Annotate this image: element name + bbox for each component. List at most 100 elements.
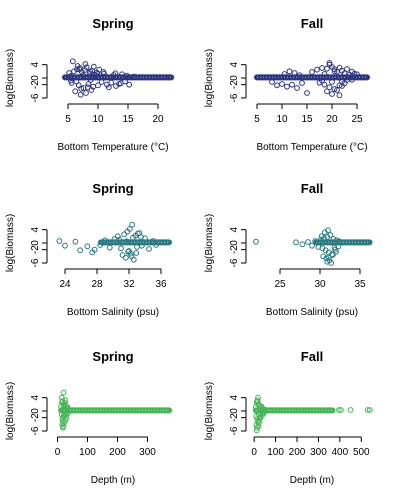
panel-title: Spring [92, 349, 133, 364]
data-point [289, 81, 295, 88]
data-point [347, 407, 354, 413]
y-tick-label: -2 [229, 80, 240, 89]
data-point [260, 409, 267, 416]
y-tick-label: -6 [30, 93, 41, 102]
panel-4: Fall -6 -20 4 log(Biomass) 25 30 35 Bottom Salin… [204, 181, 373, 318]
data-point [88, 87, 95, 93]
y-axis-label: log(Biomass) [5, 49, 16, 107]
x-tick-label: 15 [122, 114, 134, 125]
x-tick-label: 5 [254, 114, 260, 125]
data-point [314, 66, 320, 73]
y-tick-label: 0 [229, 408, 240, 414]
data-point [338, 407, 344, 413]
data-point [122, 254, 129, 261]
data-point [269, 79, 275, 85]
x-tick-label: 30 [314, 279, 326, 290]
x-tick-label: 300 [139, 447, 156, 458]
data-point [82, 61, 89, 67]
data-point [364, 407, 371, 413]
data-point [254, 398, 261, 405]
data-point [286, 68, 293, 75]
data-point [318, 233, 325, 240]
y-tick-label: -6 [30, 426, 41, 435]
data-point [344, 66, 350, 72]
data-point [72, 238, 79, 245]
data-point [296, 72, 303, 79]
data-point [330, 236, 337, 242]
y-tick-label: 4 [229, 226, 240, 232]
data-point [123, 72, 130, 79]
data-point [327, 232, 334, 238]
data-point [78, 85, 85, 92]
x-tick-label: 0 [251, 447, 257, 458]
data-point [138, 234, 144, 240]
y-tick-label: 0 [229, 75, 240, 81]
data-point [119, 252, 126, 258]
data-point [123, 238, 130, 245]
data-point [116, 236, 123, 243]
data-point [84, 243, 91, 250]
y-axis-label: log(Biomass) [5, 382, 16, 440]
data-point [341, 70, 348, 77]
panel-title: Fall [301, 16, 323, 31]
data-point [256, 417, 263, 424]
data-point [91, 246, 98, 253]
x-tick-label: 10 [276, 114, 288, 125]
data-point [150, 238, 156, 244]
x-axis-label: Bottom Temperature (°C) [256, 142, 367, 153]
data-point [72, 88, 79, 95]
x-tick-label: 25 [274, 279, 286, 290]
data-point [324, 88, 330, 95]
x-tick-label: 24 [59, 279, 71, 290]
x-tick-label: 400 [332, 447, 349, 458]
data-point [76, 66, 83, 73]
x-tick-label: 10 [92, 114, 104, 125]
data-point [329, 91, 335, 97]
x-tick-label: 25 [351, 114, 363, 125]
data-point [325, 227, 331, 234]
y-axis-label: log(Biomass) [204, 49, 215, 107]
panel-title: Fall [301, 349, 323, 364]
data-point [84, 84, 91, 91]
data-point [97, 242, 104, 248]
data-point [329, 252, 336, 258]
data-point [351, 70, 358, 77]
data-point [366, 407, 373, 413]
y-tick-label: -2 [229, 413, 240, 422]
data-point [354, 71, 360, 78]
data-point [128, 253, 135, 260]
y-tick-label: -2 [30, 245, 41, 254]
data-point [102, 237, 108, 244]
data-point [331, 68, 338, 75]
x-tick-label: 100 [267, 447, 284, 458]
data-point [274, 82, 280, 89]
data-point [62, 397, 69, 404]
data-point [77, 247, 84, 254]
data-point [112, 70, 119, 77]
data-point [118, 245, 124, 252]
x-tick-label: 32 [123, 279, 135, 290]
data-point [146, 246, 152, 252]
y-tick-label: 4 [30, 394, 41, 400]
data-point [312, 238, 319, 244]
data-point [335, 407, 342, 413]
data-point [74, 66, 80, 73]
data-point [305, 239, 311, 245]
data-point [349, 76, 355, 83]
data-point [326, 84, 333, 91]
data-point [321, 81, 328, 88]
data-point [255, 420, 262, 426]
data-point [130, 256, 137, 263]
x-tick-label: 28 [91, 279, 103, 290]
panel-2: Fall -6 -20 4 log(Biomass) 5 10 15 20 25 Bottom Te… [204, 16, 370, 153]
x-axis-label: Depth (m) [91, 475, 135, 486]
data-point [73, 78, 80, 85]
x-tick-label: 5 [65, 114, 71, 125]
data-point [83, 90, 89, 96]
x-axis-label: Bottom Temperature (°C) [57, 142, 168, 153]
data-point [95, 82, 101, 89]
data-point [105, 84, 112, 91]
y-tick-label: -2 [30, 413, 41, 422]
y-tick-label: 0 [30, 75, 41, 81]
